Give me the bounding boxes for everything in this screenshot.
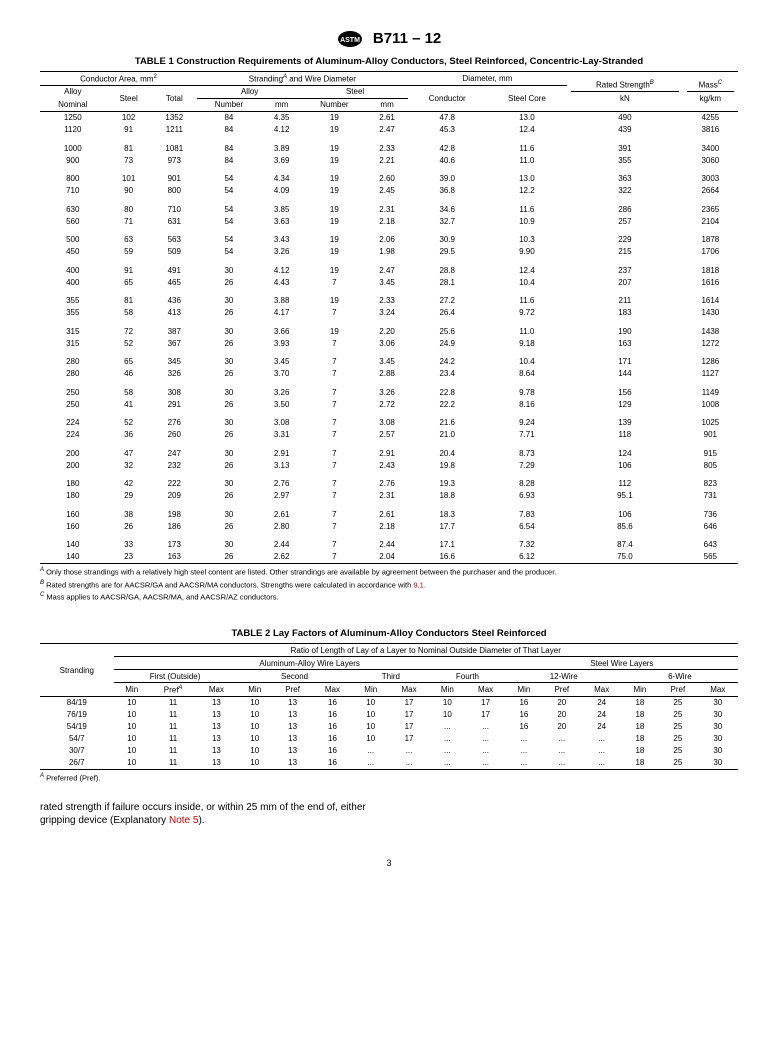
table2: StrandingRatio of Length of Lay of a Lay…: [40, 643, 738, 770]
table2-footnote-a: A Preferred (Pref).: [40, 773, 738, 783]
table1-footnote-c: C Mass applies to AACSR/GA, AACSR/MA, an…: [40, 592, 738, 602]
astm-logo: ASTM: [337, 30, 363, 48]
body-paragraph: rated strength if failure occurs inside,…: [40, 801, 368, 828]
std-number: B711 – 12: [373, 30, 441, 47]
table1-footnote-b: B Rated strengths are for AACSR/GA and A…: [40, 580, 738, 590]
page-number: 3: [40, 858, 738, 868]
note-ref: Note 5: [169, 815, 198, 826]
table1-footnote-a: A Only those strandings with a relativel…: [40, 567, 738, 577]
doc-header: ASTM B711 – 12: [40, 30, 738, 48]
table2-caption: TABLE 2 Lay Factors of Aluminum-Alloy Co…: [40, 628, 738, 639]
table1: Conductor Area, mm2 StrandingA and Wire …: [40, 71, 738, 564]
svg-text:ASTM: ASTM: [340, 37, 360, 44]
table1-caption: TABLE 1 Construction Requirements of Alu…: [40, 56, 738, 67]
